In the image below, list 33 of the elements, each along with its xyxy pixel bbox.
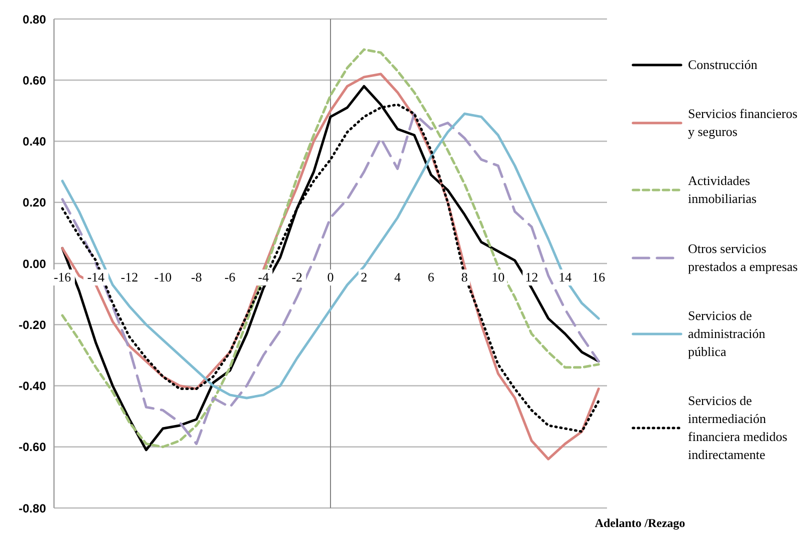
legend-label: Actividades inmobiliarias bbox=[688, 172, 758, 208]
x-tick-label: 2 bbox=[360, 270, 368, 284]
y-tick-label: -0.20 bbox=[18, 318, 46, 332]
x-tick-label: -12 bbox=[120, 270, 138, 284]
y-tick-label: 0.40 bbox=[22, 134, 46, 149]
x-tick-label: 0 bbox=[327, 270, 334, 284]
x-tick-label: 8 bbox=[461, 270, 468, 284]
legend-label: Construcción bbox=[688, 56, 758, 74]
x-tick-label: 10 bbox=[492, 270, 505, 284]
y-tick-label: -0.80 bbox=[18, 501, 46, 516]
x-tick-label: -6 bbox=[224, 270, 236, 284]
x-tick-label: 12 bbox=[525, 270, 538, 284]
y-tick-label: 0.20 bbox=[22, 196, 46, 210]
y-tick-label: 0.00 bbox=[22, 256, 46, 271]
legend-label: Servicios financieros y seguros bbox=[688, 104, 798, 141]
legend-label: Otros servicios prestados a empresas bbox=[688, 240, 799, 276]
x-tick-label: -4 bbox=[258, 270, 270, 284]
x-tick-label: 14 bbox=[558, 270, 572, 284]
x-axis-title: Adelanto /Rezago bbox=[594, 516, 686, 531]
x-tick-label: -2 bbox=[292, 270, 302, 284]
y-tick-label: 0.60 bbox=[22, 73, 46, 88]
x-tick-label: 4 bbox=[394, 270, 402, 284]
y-tick-label: -0.40 bbox=[18, 379, 46, 394]
y-tick-label: -0.60 bbox=[18, 440, 46, 454]
x-tick-label: -16 bbox=[54, 270, 72, 284]
legend-label: Servicios de administración pública bbox=[688, 306, 766, 361]
legend-label: Servicios de intermediación financiera medidos indirectamente bbox=[688, 392, 788, 464]
x-tick-label: -14 bbox=[87, 270, 106, 284]
x-tick-label: -8 bbox=[191, 270, 202, 284]
x-tick-label: -10 bbox=[154, 270, 172, 284]
x-tick-label: 16 bbox=[592, 270, 606, 284]
x-tick-label: 6 bbox=[428, 270, 435, 284]
y-tick-label: 0.80 bbox=[22, 12, 46, 26]
